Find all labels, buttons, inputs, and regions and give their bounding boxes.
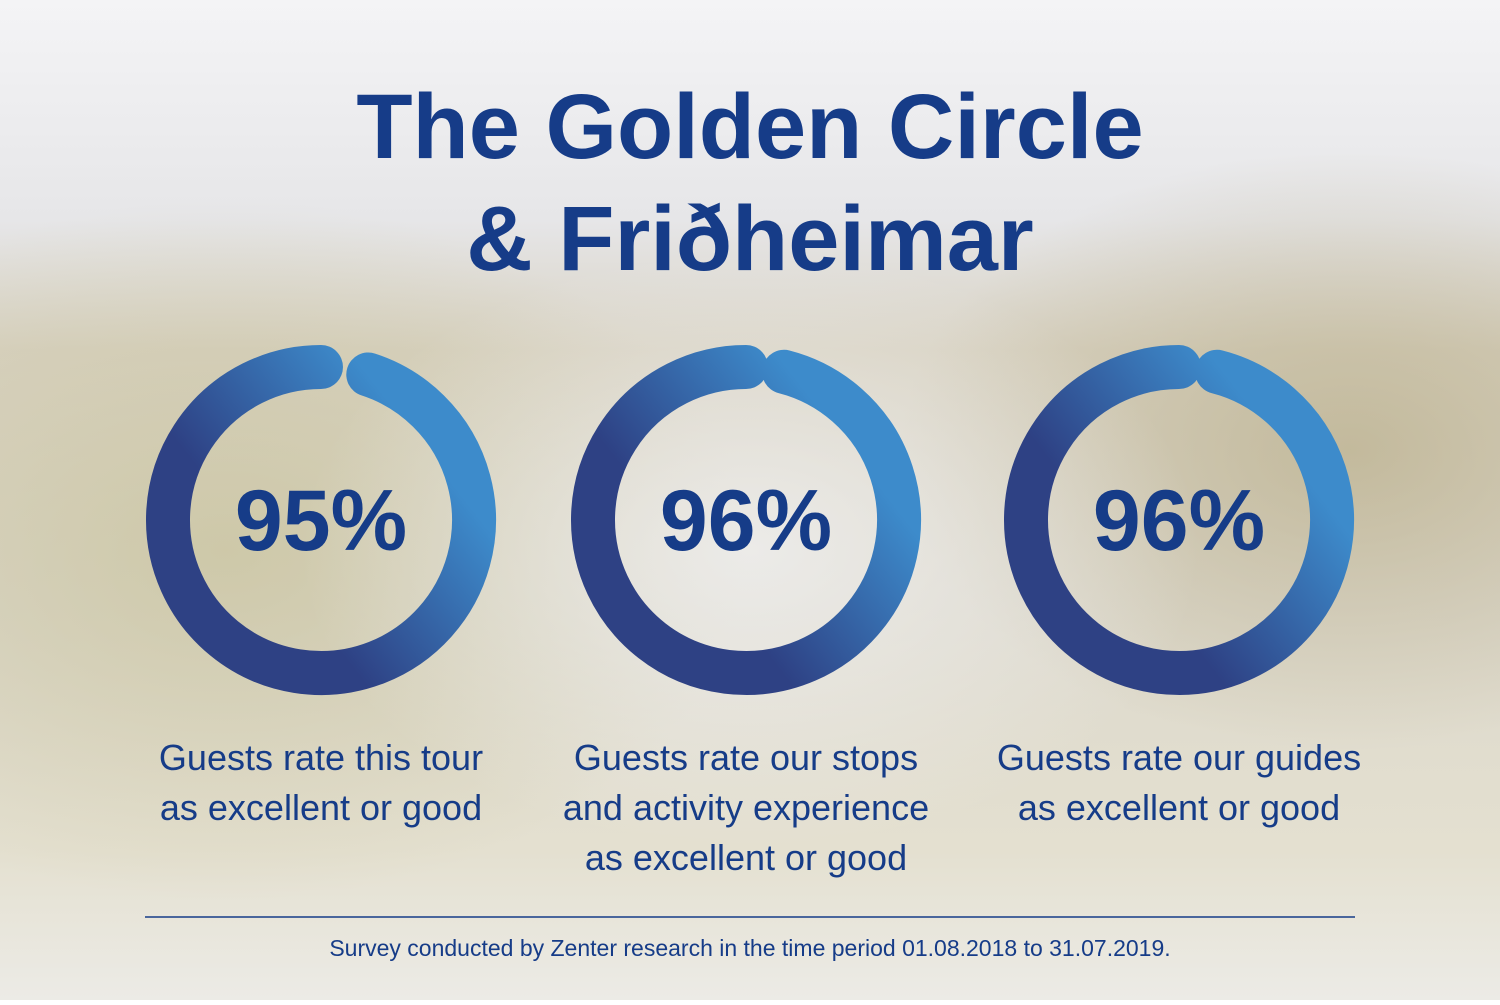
percent-label: 95%: [235, 473, 407, 569]
title-line: & Friðheimar: [466, 188, 1033, 290]
footnote: Survey conducted by Zenter research in t…: [329, 935, 1170, 961]
caption-line: Guests rate this tour: [159, 737, 483, 778]
caption-line: and activity experience: [563, 787, 929, 828]
caption-line: as excellent or good: [160, 787, 482, 828]
donut-arc: [1004, 345, 1354, 695]
percent-label: 96%: [660, 473, 832, 569]
caption-line: as excellent or good: [1018, 787, 1340, 828]
caption-line: as excellent or good: [585, 837, 907, 878]
donut-arc: [571, 345, 921, 695]
percent-label: 96%: [1093, 473, 1265, 569]
caption-line: Guests rate our guides: [997, 737, 1361, 778]
caption-line: Guests rate our stops: [574, 737, 918, 778]
donut-arc: [146, 345, 496, 695]
title-line: The Golden Circle: [356, 76, 1143, 178]
